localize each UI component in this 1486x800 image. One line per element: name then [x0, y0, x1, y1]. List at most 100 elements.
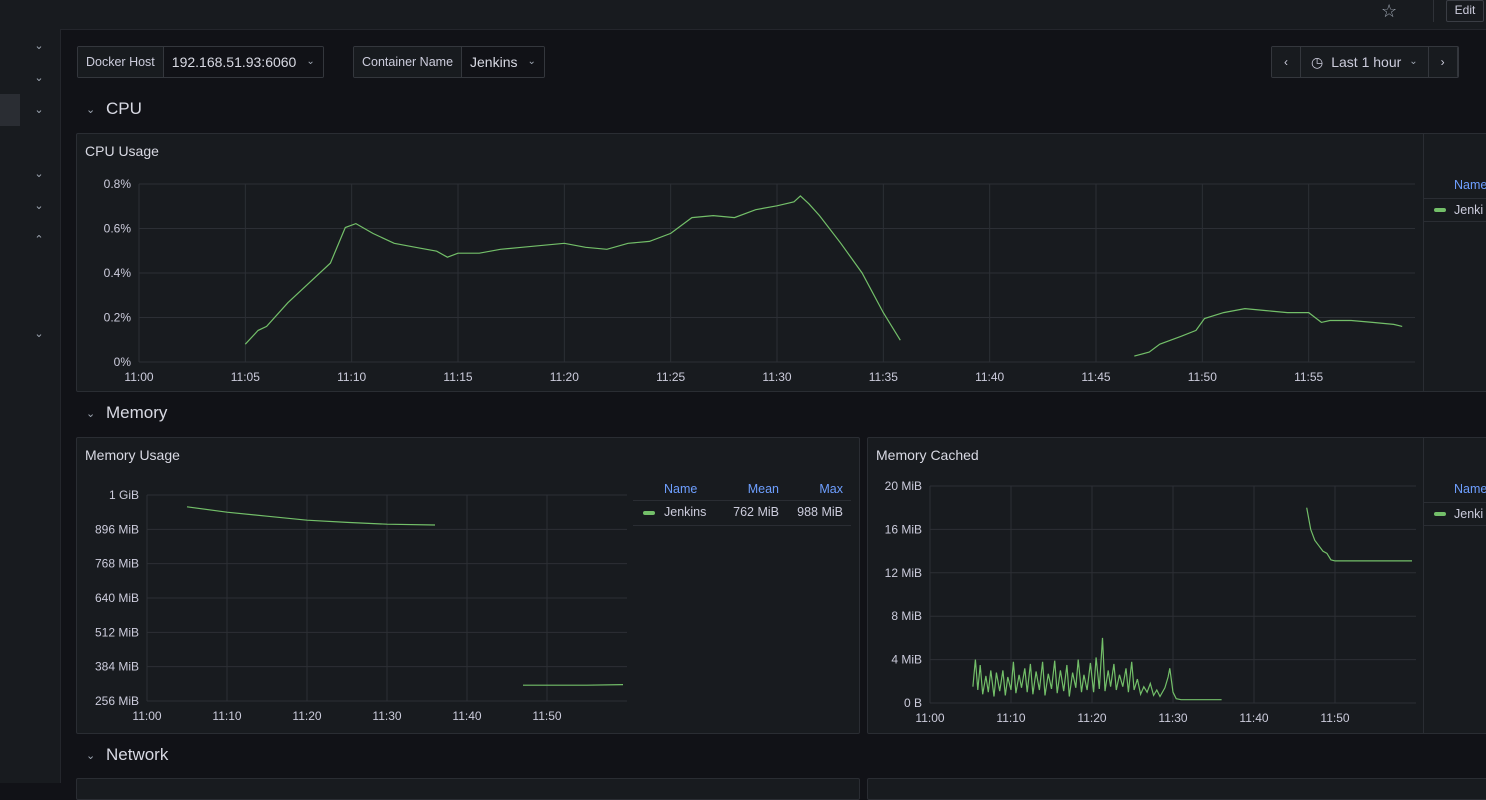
docker-host-label: Docker Host [78, 47, 164, 77]
legend-series-name: Jenkins [664, 505, 707, 519]
series-color-swatch [1434, 208, 1446, 212]
legend-header-name[interactable]: Name [1454, 482, 1486, 496]
memory-usage-legend: Name Mean Max Jenkins 762 MiB 988 MiB [633, 478, 851, 526]
y-tick-label: 0% [114, 355, 132, 369]
clock-icon: ◷ [1311, 54, 1324, 70]
x-tick-label: 11:00 [124, 370, 153, 384]
container-name-variable: Container Name Jenkins ⌄ [353, 46, 545, 78]
memory-cached-chart: 0 B 4 MiB 8 MiB 12 MiB 16 MiB 20 MiB 11:00 11:1… [885, 479, 1416, 725]
row-title: Network [106, 745, 169, 764]
network-panel-left [76, 778, 860, 800]
time-range-button[interactable]: ◷ Last 1 hour ⌄ [1301, 47, 1429, 77]
time-forward-button[interactable]: › [1428, 47, 1458, 77]
series-line-jenkins [244, 195, 901, 345]
x-tick-label: 11:45 [1081, 370, 1110, 384]
series-line-jenkins [972, 637, 1222, 701]
row-header-network[interactable]: ⌄ Network [86, 745, 168, 765]
time-range-label: Last 1 hour [1331, 54, 1402, 70]
x-tick-label: 11:50 [1188, 370, 1217, 384]
x-tick-label: 11:10 [996, 711, 1025, 725]
panel-title[interactable]: CPU Usage [85, 143, 159, 159]
y-tick-label: 768 MiB [95, 557, 139, 571]
legend-header-name[interactable]: Name [664, 482, 698, 496]
cpu-usage-panel: CPU Usage 0% 0.2% 0.4% 0.6% 0.8% 11:00 11:05 11… [76, 133, 1486, 392]
container-name-select[interactable]: Jenkins ⌄ [462, 47, 544, 77]
chevron-down-icon[interactable]: ⌄ [34, 40, 44, 52]
x-tick-label: 11:40 [452, 709, 481, 723]
y-tick-label: 1 GiB [109, 488, 139, 502]
legend-row[interactable]: Jenki [1424, 502, 1486, 526]
x-tick-label: 11:50 [1320, 711, 1349, 725]
memory-cached-panel: Memory Cached 0 B 4 MiB 8 MiB 12 MiB 16 MiB 2… [867, 437, 1486, 734]
series-line-jenkins [1134, 307, 1403, 357]
y-tick-label: 512 MiB [95, 625, 139, 639]
legend-row[interactable]: Jenkins 762 MiB 988 MiB [633, 500, 851, 526]
panel-title[interactable]: Memory Usage [85, 447, 180, 463]
series-color-swatch [643, 511, 655, 515]
memory-cached-legend: Name Jenki [1423, 438, 1486, 733]
y-tick-label: 896 MiB [95, 522, 139, 536]
x-tick-label: 11:35 [869, 370, 898, 384]
container-name-value: Jenkins [470, 54, 518, 70]
series-line-jenkins [186, 506, 436, 526]
y-tick-label: 0.8% [104, 177, 132, 191]
chevron-down-icon: ⌄ [527, 56, 536, 67]
row-title: CPU [106, 99, 142, 118]
chevron-up-icon[interactable]: ⌃ [34, 234, 44, 246]
chevron-down-icon: ⌄ [86, 749, 96, 762]
x-tick-label: 11:30 [762, 370, 791, 384]
star-icon[interactable]: ☆ [1381, 1, 1398, 21]
chevron-down-icon: ⌄ [306, 56, 315, 67]
x-tick-label: 11:20 [292, 709, 321, 723]
memory-usage-chart: 256 MiB 384 MiB 512 MiB 640 MiB 768 MiB 896 M… [95, 488, 627, 723]
x-tick-label: 11:10 [212, 709, 241, 723]
row-title: Memory [106, 403, 168, 422]
dashboard-toolbar [60, 0, 1486, 30]
row-header-memory[interactable]: ⌄ Memory [86, 403, 167, 423]
y-tick-label: 8 MiB [891, 609, 922, 623]
chevron-down-icon[interactable]: ⌄ [34, 72, 44, 84]
y-tick-label: 12 MiB [885, 566, 922, 580]
x-tick-label: 11:10 [337, 370, 366, 384]
panel-title[interactable]: Memory Cached [876, 447, 979, 463]
legend-row[interactable]: Jenki [1424, 198, 1486, 222]
y-tick-label: 256 MiB [95, 694, 139, 708]
y-tick-label: 640 MiB [95, 591, 139, 605]
legend-header-mean[interactable]: Mean [747, 482, 779, 496]
nav-sidebar: ⌄ ⌄ ⌄ ⌄ ⌄ ⌃ ⌄ [0, 0, 61, 783]
chevron-down-icon: ⌄ [86, 407, 96, 420]
chevron-down-icon[interactable]: ⌄ [34, 328, 44, 340]
x-tick-label: 11:05 [231, 370, 260, 384]
chevron-down-icon[interactable]: ⌄ [34, 200, 44, 212]
x-tick-label: 11:40 [1239, 711, 1268, 725]
x-tick-label: 11:20 [1077, 711, 1106, 725]
memory-usage-panel: Memory Usage 256 MiB 384 MiB 512 MiB 640 Mi… [76, 437, 860, 734]
y-tick-label: 4 MiB [891, 653, 922, 667]
sidebar-active-item[interactable] [0, 94, 20, 126]
chevron-down-icon: ⌄ [86, 103, 96, 116]
docker-host-select[interactable]: 192.168.51.93:6060 ⌄ [163, 47, 323, 77]
chevron-down-icon[interactable]: ⌄ [34, 104, 44, 116]
y-tick-label: 384 MiB [95, 660, 139, 674]
x-tick-label: 11:00 [132, 709, 161, 723]
x-tick-label: 11:50 [532, 709, 561, 723]
x-tick-label: 11:40 [975, 370, 1004, 384]
network-panel-right [867, 778, 1486, 800]
legend-series-name: Jenki [1454, 507, 1484, 521]
x-tick-label: 11:15 [443, 370, 472, 384]
edit-button[interactable]: Edit [1446, 0, 1484, 22]
chevron-down-icon[interactable]: ⌄ [34, 168, 44, 180]
x-tick-label: 11:30 [1158, 711, 1187, 725]
time-back-button[interactable]: ‹ [1272, 47, 1301, 77]
legend-header-max[interactable]: Max [819, 482, 843, 496]
y-tick-label: 0.2% [104, 311, 132, 325]
x-tick-label: 11:00 [915, 711, 944, 725]
x-tick-label: 11:55 [1294, 370, 1323, 384]
docker-host-variable: Docker Host 192.168.51.93:6060 ⌄ [77, 46, 324, 78]
row-header-cpu[interactable]: ⌄ CPU [86, 99, 142, 119]
toolbar-divider [1433, 0, 1434, 22]
x-tick-label: 11:25 [656, 370, 685, 384]
legend-header-name[interactable]: Name [1454, 178, 1486, 192]
time-picker: ‹ ◷ Last 1 hour ⌄ › [1271, 46, 1459, 78]
series-line-jenkins [523, 684, 624, 686]
